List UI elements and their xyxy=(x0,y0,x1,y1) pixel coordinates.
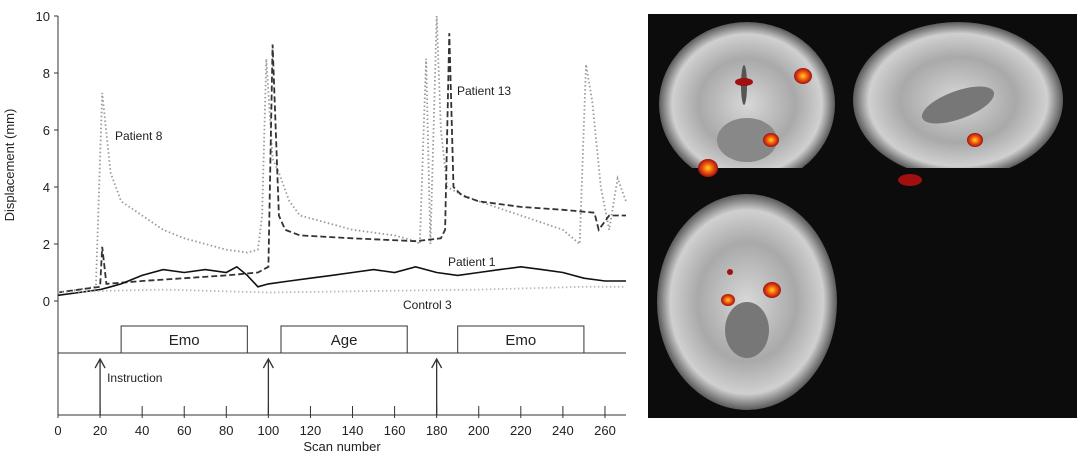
x-tick-label: 20 xyxy=(93,423,107,438)
series-line xyxy=(58,33,626,292)
series-line xyxy=(58,16,626,293)
brain-panel xyxy=(648,14,1077,418)
y-tick-label: 4 xyxy=(43,180,50,195)
x-axis-title: Scan number xyxy=(303,439,381,454)
x-tick-label: 0 xyxy=(54,423,61,438)
y-tick-label: 10 xyxy=(36,9,50,24)
x-tick-label: 240 xyxy=(552,423,574,438)
block-label: Emo xyxy=(505,332,536,349)
series-label: Patient 8 xyxy=(115,129,163,143)
block-label: Age xyxy=(331,332,358,349)
series-label: Control 3 xyxy=(403,298,452,312)
x-tick-label: 80 xyxy=(219,423,233,438)
series-label: Patient 1 xyxy=(448,255,496,269)
x-tick-label: 200 xyxy=(468,423,490,438)
figure: Displacement (mm) Scan number 0246810020… xyxy=(0,0,1077,456)
y-axis-title: Displacement (mm) xyxy=(2,109,17,222)
x-tick-label: 40 xyxy=(135,423,149,438)
x-tick-label: 260 xyxy=(594,423,616,438)
x-tick-label: 180 xyxy=(426,423,448,438)
x-tick-label: 160 xyxy=(384,423,406,438)
series-line xyxy=(58,287,626,293)
y-tick-label: 0 xyxy=(43,294,50,309)
instruction-label: Instruction xyxy=(107,371,162,385)
x-tick-label: 140 xyxy=(342,423,364,438)
block-label: Emo xyxy=(169,332,200,349)
x-tick-label: 100 xyxy=(258,423,280,438)
x-tick-label: 220 xyxy=(510,423,532,438)
y-tick-label: 2 xyxy=(43,237,50,252)
x-tick-label: 60 xyxy=(177,423,191,438)
series-label: Patient 13 xyxy=(457,84,511,98)
y-tick-label: 6 xyxy=(43,123,50,138)
y-tick-label: 8 xyxy=(43,66,50,81)
x-tick-label: 120 xyxy=(300,423,322,438)
